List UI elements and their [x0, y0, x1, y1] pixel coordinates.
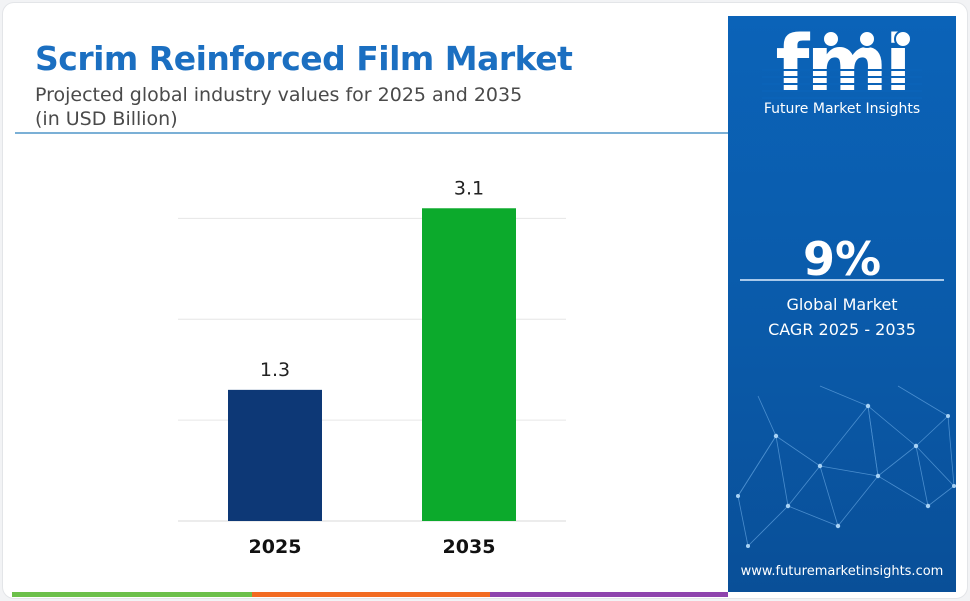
bar — [228, 389, 322, 521]
data-label: 1.3 — [260, 359, 290, 381]
cagr-value: 9% — [802, 232, 882, 286]
bottom-bar-purple — [490, 592, 728, 597]
side-panel: fmi Future Market Insights 9% Global Mar… — [728, 16, 956, 592]
cagr-divider — [740, 279, 944, 281]
x-tick-label: 2035 — [443, 536, 496, 558]
bottom-bar-green — [12, 592, 252, 597]
globe-icon — [858, 30, 876, 48]
bottom-bar-orange — [252, 592, 490, 597]
data-label: 3.1 — [454, 177, 484, 199]
bar — [422, 208, 516, 521]
subtitle-line-1: Projected global industry values for 202… — [35, 84, 523, 106]
cagr-label-line-2: CAGR 2025 - 2035 — [768, 320, 916, 339]
logo-stripes — [762, 64, 922, 104]
network-graphic — [736, 385, 956, 548]
globe-icon — [894, 30, 912, 48]
bar-chart: 1.3 2025 3.1 2035 — [178, 177, 566, 558]
subtitle-divider — [15, 132, 731, 134]
subtitle-line-2: (in USD Billion) — [35, 108, 178, 130]
x-tick-label: 2025 — [249, 536, 302, 558]
logo-caption: Future Market Insights — [763, 101, 921, 117]
globe-icon — [822, 30, 840, 48]
cagr-label: Global Market CAGR 2025 - 2035 — [728, 292, 956, 342]
chart-title: Scrim Reinforced Film Market — [35, 39, 573, 78]
cagr-label-line-1: Global Market — [786, 295, 898, 314]
website-link[interactable]: www.futuremarketinsights.com — [740, 564, 944, 579]
chart-subtitle: Projected global industry values for 202… — [35, 83, 635, 131]
